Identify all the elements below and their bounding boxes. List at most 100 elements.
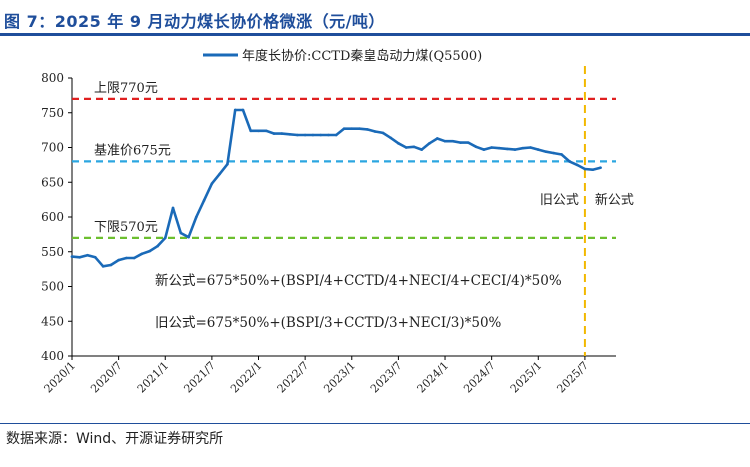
y-tick-label: 550 [41,245,64,259]
data-point [498,146,501,150]
data-point [474,145,478,149]
y-tick-label: 600 [41,210,64,224]
data-point [171,206,175,210]
data-point [529,146,532,149]
data-point [101,265,105,268]
legend-label: 年度长协价:CCTD秦皇岛动力煤(Q5500) [242,48,482,64]
data-point [544,150,548,153]
data-point [280,132,284,135]
data-point [505,147,509,151]
data-point [272,132,276,135]
data-point [451,139,455,143]
data-point [521,146,525,150]
data-point [513,148,517,151]
data-point [397,142,400,145]
data-point [389,136,392,140]
data-point [226,162,229,166]
data-point [599,166,602,169]
new-formula-marker-label: 新公式 [595,192,634,208]
data-point [342,127,346,131]
data-point [459,141,462,144]
data-point [327,133,330,137]
upper-limit-label: 上限770元 [94,81,158,96]
data-point [179,231,183,235]
data-point [233,108,237,112]
x-tick-label: 2024/1 [415,359,452,396]
data-point [490,146,493,149]
x-tick-label: 2025/7 [554,359,591,396]
data-point [552,151,556,155]
data-point [78,256,82,259]
data-point [420,148,424,151]
new-formula-annotation: 新公式=675*50%+(BSPI/4+CCTD/4+NECI/4+CECI/4… [155,273,562,289]
data-point [125,256,128,260]
data-point [218,172,221,176]
data-point [358,127,361,131]
data-point [536,148,540,151]
data-point [412,145,416,149]
x-tick-label: 2022/7 [275,359,312,396]
data-point [435,137,439,140]
data-point [366,128,369,131]
old-formula-annotation: 旧公式=675*50%+(BSPI/3+CCTD/3+NECI/3)*50% [155,315,502,331]
x-tick-label: 2020/1 [42,359,79,396]
x-tick-label: 2022/1 [228,359,265,396]
footer-rule [0,423,750,424]
data-point [296,133,299,137]
data-point [86,253,89,257]
y-tick-label: 800 [41,71,64,85]
data-point [404,146,408,149]
x-tick-label: 2024/7 [461,359,498,396]
data-point [288,132,291,136]
y-tick-label: 750 [41,106,64,120]
y-tick-label: 400 [41,349,64,363]
source-note: 数据来源：Wind、开源证券研究所 [6,431,224,447]
data-point [334,133,338,137]
x-tick-label: 2020/7 [88,359,125,396]
data-point [202,199,206,202]
figure-title: 图 7：2025 年 9 月动力煤长协价格微涨（元/吨） [4,12,385,31]
data-point [140,252,144,256]
series-line [70,108,602,268]
data-point [583,167,587,171]
y-tick-label: 500 [41,280,64,294]
data-point [467,141,470,144]
data-point [132,256,136,260]
data-point [311,133,315,137]
data-point [187,235,190,239]
data-point [257,129,260,133]
y-tick-label: 700 [41,141,64,155]
data-point [148,249,152,253]
y-tick-label: 650 [41,175,64,189]
data-point [117,258,120,262]
data-point [70,255,74,258]
y-tick-label: 450 [41,314,64,328]
data-point [568,160,571,163]
data-point [482,148,486,151]
x-tick-label: 2023/1 [321,359,358,396]
data-point [109,263,113,267]
data-point [575,163,579,167]
x-tick-label: 2021/1 [135,359,172,396]
data-point [195,215,198,219]
data-point [591,168,594,172]
data-point [163,236,167,240]
lower-limit-label: 下限570元 [94,220,158,235]
x-tick-label: 2025/1 [508,359,545,396]
x-tick-label: 2021/7 [181,359,218,396]
old-formula-marker-label: 旧公式 [540,193,579,208]
data-point [94,256,97,259]
data-point [210,182,214,185]
data-point [350,127,354,131]
data-point [249,129,253,133]
data-point [241,108,245,112]
benchmark-label: 基准价675元 [94,143,171,158]
data-point [381,131,385,135]
x-tick-label: 2023/7 [368,359,405,396]
data-point [156,244,159,248]
data-point [319,133,322,137]
data-point [428,142,431,145]
data-point [303,133,307,137]
data-point [373,130,377,133]
